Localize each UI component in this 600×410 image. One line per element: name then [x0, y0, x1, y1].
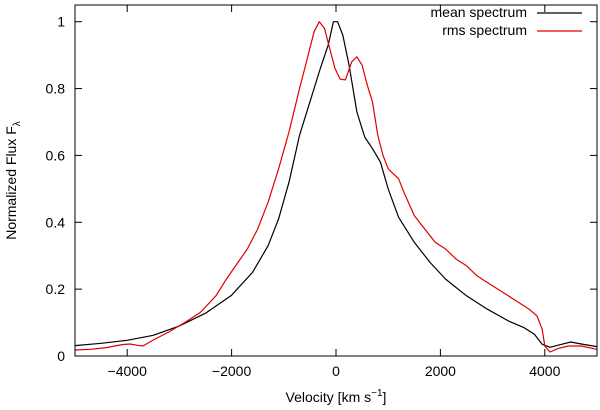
x-axis-label-superscript: −1	[371, 388, 383, 399]
series-line-rms-spectrum	[74, 21, 598, 353]
y-tick-label: 0	[57, 348, 65, 364]
x-axis-label-end: ]	[383, 389, 387, 405]
legend: mean spectrum rms spectrum	[431, 4, 582, 38]
y-tick-label: 0.4	[46, 214, 66, 230]
x-tick-label: 0	[332, 363, 340, 379]
legend-label-mean-spectrum: mean spectrum	[431, 4, 527, 20]
y-tick-label: 0.2	[46, 281, 66, 297]
x-tick-label: 4000	[529, 363, 560, 379]
y-tick-label: 1	[57, 14, 65, 30]
series-line-mean-spectrum	[74, 21, 598, 348]
legend-label-rms-spectrum: rms spectrum	[442, 22, 527, 38]
y-axis-label-subscript: λ	[12, 121, 23, 126]
y-tick-label: 0.6	[46, 147, 66, 163]
y-tick-label: 0.8	[46, 81, 66, 97]
x-tick-label: −4000	[108, 363, 148, 379]
x-axis-label-main: Velocity [km s	[286, 389, 372, 405]
y-axis-label-main: Normalized Flux F	[3, 126, 19, 240]
plot-frame	[74, 4, 598, 357]
x-axis-label: Velocity [km s−1]	[286, 388, 387, 405]
y-axis-label: Normalized Flux Fλ	[3, 121, 23, 240]
x-tick-label: 2000	[425, 363, 456, 379]
x-tick-label: −2000	[212, 363, 252, 379]
